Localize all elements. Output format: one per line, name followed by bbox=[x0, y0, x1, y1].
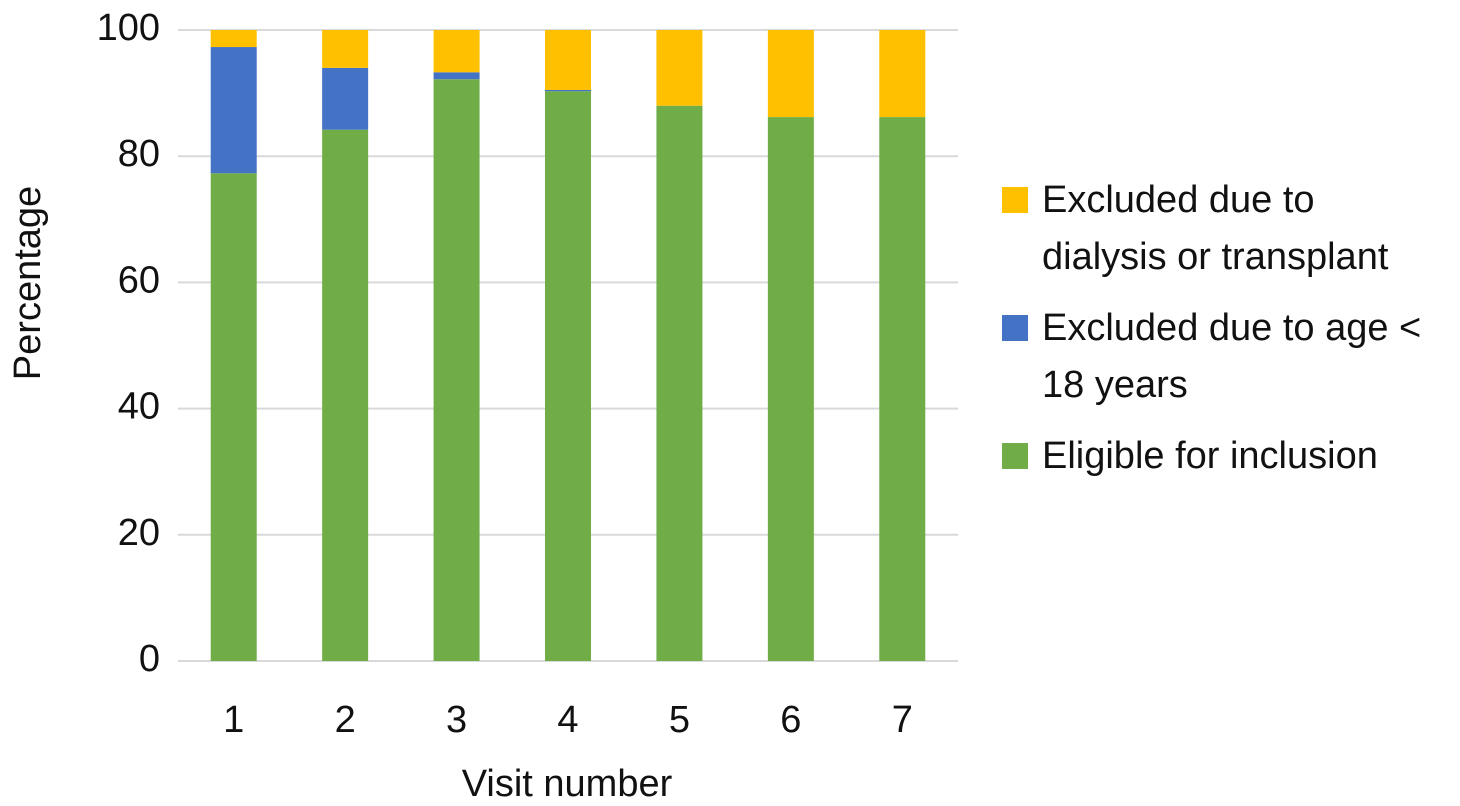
bar-segment bbox=[322, 67, 369, 130]
y-tick-label: 60 bbox=[118, 259, 160, 301]
legend-item: Excluded due to dialysis or transplant bbox=[1002, 172, 1442, 286]
y-tick-label: 0 bbox=[139, 638, 160, 680]
bar-segment bbox=[767, 30, 814, 118]
legend: Excluded due to dialysis or transplant Ex… bbox=[1002, 172, 1442, 499]
legend-swatch bbox=[1002, 187, 1028, 213]
bar-segment bbox=[545, 89, 591, 92]
bar-segment bbox=[433, 30, 480, 73]
x-tick-label: 5 bbox=[669, 699, 690, 741]
legend-label: Excluded due to age < 18 years bbox=[1042, 307, 1422, 406]
bar-segment bbox=[656, 30, 703, 106]
legend-swatch bbox=[1002, 315, 1028, 341]
bar-segment bbox=[879, 30, 926, 118]
legend-item: Excluded due to age < 18 years bbox=[1002, 300, 1442, 414]
x-tick-label: 3 bbox=[446, 699, 467, 741]
y-tick-label: 80 bbox=[118, 133, 160, 175]
x-tick-label: 6 bbox=[780, 699, 801, 741]
bar-segment bbox=[322, 30, 369, 68]
x-tick-label: 1 bbox=[223, 699, 244, 741]
bar-segment bbox=[322, 129, 369, 661]
bar-segment bbox=[767, 117, 814, 661]
y-tick-label: 100 bbox=[97, 7, 160, 49]
bar-segment bbox=[210, 30, 257, 48]
x-tick-label: 4 bbox=[557, 699, 578, 741]
bar-segment bbox=[210, 47, 257, 174]
y-axis-title: Percentage bbox=[7, 186, 49, 380]
x-axis-title: Visit number bbox=[462, 763, 673, 805]
bar-segment bbox=[433, 79, 480, 661]
bar-segment bbox=[545, 30, 591, 90]
bar-segment bbox=[433, 72, 480, 80]
bar-segment bbox=[656, 105, 703, 662]
x-tick-label: 7 bbox=[892, 699, 913, 741]
legend-label: Eligible for inclusion bbox=[1042, 435, 1378, 477]
bar-segment bbox=[545, 91, 591, 661]
y-tick-label: 20 bbox=[118, 512, 160, 554]
legend-swatch bbox=[1002, 443, 1028, 469]
bar-segment bbox=[879, 117, 926, 661]
legend-item: Eligible for inclusion bbox=[1002, 428, 1442, 485]
bar-segment bbox=[210, 173, 257, 661]
legend-label: Excluded due to dialysis or transplant bbox=[1042, 179, 1389, 278]
y-tick-label: 40 bbox=[118, 386, 160, 428]
x-tick-label: 2 bbox=[335, 699, 356, 741]
